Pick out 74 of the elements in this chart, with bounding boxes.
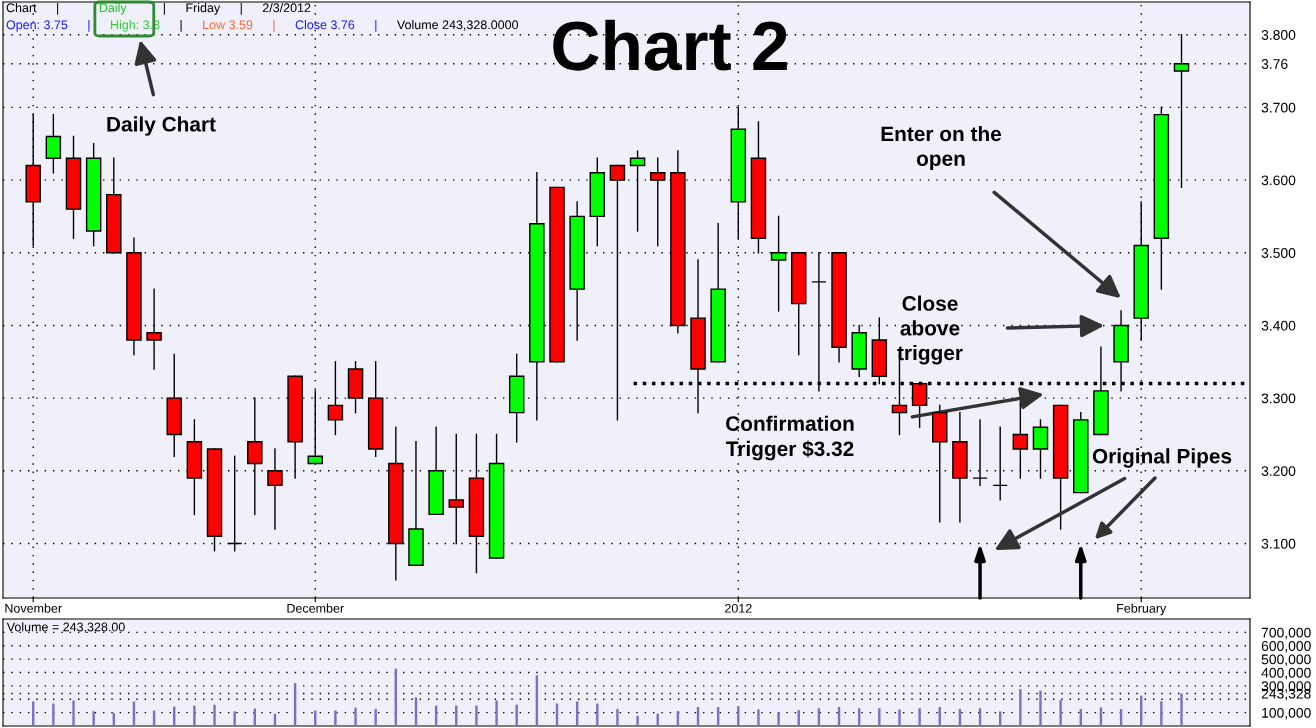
bar xyxy=(1160,701,1163,726)
y-tick-label: 3.600 xyxy=(1261,175,1296,186)
candlestick xyxy=(267,448,283,530)
annotation: Low 3.59 xyxy=(203,20,253,30)
y-tick-label: 400,000 xyxy=(1261,667,1311,680)
candlestick xyxy=(146,288,162,370)
y-tick-label: 3.200 xyxy=(1261,466,1296,476)
bar xyxy=(374,708,377,726)
annotation: Open: 3.75 xyxy=(6,20,68,32)
bar xyxy=(737,706,740,726)
annotation: Enter on the open xyxy=(881,125,1002,171)
annotation: Original Pipes xyxy=(1092,448,1232,468)
bar xyxy=(878,708,881,726)
annotation: Volume 243,328.0000 xyxy=(396,20,519,31)
bar xyxy=(918,708,921,726)
bar xyxy=(1019,689,1022,726)
y-tick-label: 3.300 xyxy=(1261,393,1296,404)
bar xyxy=(52,703,55,726)
bar xyxy=(777,712,780,726)
y-tick-label: 600,000 xyxy=(1261,641,1311,653)
y-tick-label: 3.76 xyxy=(1261,59,1288,69)
bar xyxy=(757,709,760,726)
bar xyxy=(475,705,478,726)
x-tick-label: December xyxy=(287,603,344,613)
annotation: | xyxy=(240,3,242,15)
annotation: | xyxy=(88,20,90,32)
x-tick-label: 2012 xyxy=(725,603,752,613)
annotation: Volume = 243,328.00 xyxy=(6,622,125,633)
bar xyxy=(1059,700,1062,726)
candlestick xyxy=(609,164,626,421)
annotation: Close above trigger xyxy=(897,295,963,365)
bar xyxy=(334,710,337,726)
annotation: | xyxy=(180,20,182,32)
bar xyxy=(193,705,196,726)
annotation: Friday xyxy=(186,3,221,15)
y-tick-label: 3.100 xyxy=(1261,538,1296,549)
candlestick xyxy=(992,426,1008,501)
chart-title: Chart 2 xyxy=(553,19,787,71)
annotation: Daily Chart xyxy=(107,116,216,136)
bar xyxy=(72,700,75,726)
candlestick xyxy=(1173,34,1190,189)
annotation: Close 3.76 xyxy=(295,20,355,30)
annotation: | xyxy=(375,20,377,32)
annotation: | xyxy=(163,3,165,15)
y-tick-label: 3.700 xyxy=(1261,102,1296,113)
bar xyxy=(898,709,901,726)
annotation: | xyxy=(273,20,275,32)
y-tick-label: 100,000 xyxy=(1262,707,1311,720)
x-tick-label: February xyxy=(1117,603,1167,616)
candlestick xyxy=(649,157,666,247)
bar xyxy=(354,707,357,726)
x-tick-label: November xyxy=(5,603,62,613)
bar xyxy=(616,708,619,726)
y-tick-label: 3.500 xyxy=(1261,248,1296,258)
candlestick xyxy=(1032,419,1049,479)
bar xyxy=(1180,693,1183,726)
bar xyxy=(515,704,518,726)
ref-line-label: Confirmation Trigger $3.32 xyxy=(725,415,854,461)
annotation: | xyxy=(57,3,59,15)
bar xyxy=(213,704,216,726)
y-tick-label: 3.400 xyxy=(1261,320,1296,331)
y-tick-label: 3.800 xyxy=(1261,30,1296,40)
y-tick-label: 500,000 xyxy=(1261,654,1311,666)
candlestick xyxy=(45,113,62,174)
y-tick-label: 700,000 xyxy=(1261,627,1311,640)
annotation: 2/3/2012 xyxy=(262,3,311,13)
bar xyxy=(636,715,639,726)
bar xyxy=(233,711,236,726)
annotation: Chart xyxy=(6,3,37,13)
annotation: Daily xyxy=(99,3,127,15)
bar xyxy=(1039,690,1042,726)
bar xyxy=(92,711,95,726)
candlestick xyxy=(448,433,465,545)
bar xyxy=(495,700,498,726)
